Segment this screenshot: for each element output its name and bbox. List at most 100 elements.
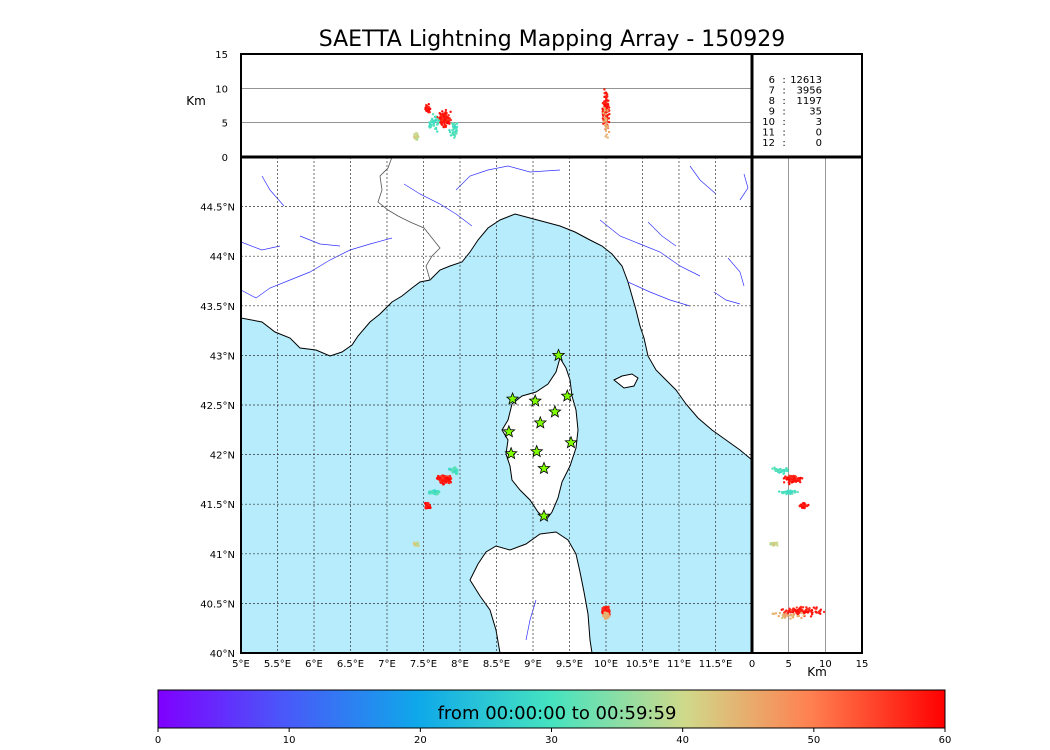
lon-tick-label: 9.5°E bbox=[556, 659, 583, 670]
lightning-point-altitude bbox=[436, 117, 439, 121]
lightning-point-altitude bbox=[796, 490, 799, 494]
station-count-value: 0 bbox=[816, 138, 822, 149]
lightning-point-altitude bbox=[455, 127, 458, 131]
lightning-point bbox=[447, 477, 451, 481]
lat-tick-label: 41°N bbox=[210, 550, 235, 561]
altitude-tick-label: 5 bbox=[222, 119, 228, 130]
altitude-side-points bbox=[769, 466, 826, 620]
lightning-point bbox=[455, 469, 459, 473]
lightning-point-altitude bbox=[817, 611, 820, 614]
lightning-point-altitude bbox=[425, 108, 428, 112]
lat-tick-label: 44.5°N bbox=[200, 203, 235, 214]
country-border bbox=[377, 157, 441, 281]
elba-island bbox=[613, 373, 639, 389]
lightning-point-altitude bbox=[451, 129, 454, 132]
map-lat-ticks: 40°N 40.5°N 41°N 41.5°N 42°N 42.5°N 43°N 43.5°N… bbox=[200, 203, 235, 660]
colorbar-tick-label: 40 bbox=[676, 735, 689, 746]
lon-tick-label: 5.5°E bbox=[264, 659, 291, 670]
map-lon-ticks: 5°E 5.5°E 6°E 6.5°E 7°E 7.5°E 8°E 8.5°E 9°E 9.5°E… bbox=[232, 659, 732, 670]
lightning-point-altitude bbox=[439, 121, 442, 124]
station-count-separator: : bbox=[782, 128, 785, 139]
altitude-top-gridlines bbox=[241, 88, 752, 123]
colorbar-ticks: 0 10 20 30 40 50 60 bbox=[155, 728, 952, 746]
station-count-stations: 9 bbox=[769, 107, 775, 118]
lightning-point bbox=[604, 611, 608, 615]
lightning-point-altitude bbox=[434, 127, 437, 131]
altitude-top-ylabel: Km bbox=[186, 94, 206, 108]
lightning-point bbox=[428, 490, 432, 494]
lightning-point-altitude bbox=[606, 114, 609, 117]
lightning-point bbox=[605, 607, 609, 611]
lightning-point-altitude bbox=[777, 490, 781, 493]
lightning-point-altitude bbox=[436, 121, 440, 124]
lightning-point-altitude bbox=[792, 477, 795, 480]
lightning-point-altitude bbox=[603, 107, 606, 110]
lightning-point-altitude bbox=[438, 112, 441, 115]
colorbar-tick-label: 60 bbox=[939, 735, 952, 746]
altitude-top-yticks: 0 5 10 15 bbox=[215, 50, 228, 164]
lightning-point-altitude bbox=[439, 119, 442, 122]
lat-tick-label: 42°N bbox=[210, 451, 235, 462]
station-count-stations: 6 bbox=[769, 75, 775, 86]
station-star-icon bbox=[560, 388, 575, 402]
lightning-point-altitude bbox=[603, 92, 606, 95]
lightning-point-altitude bbox=[604, 126, 608, 130]
lightning-point-altitude bbox=[790, 613, 793, 617]
altitude-side-gridlines bbox=[788, 157, 826, 653]
lon-tick-label: 5°E bbox=[232, 659, 250, 670]
lat-tick-label: 43°N bbox=[210, 351, 235, 362]
lightning-point bbox=[415, 542, 419, 546]
lightning-point-altitude bbox=[606, 136, 609, 139]
station-star-icon bbox=[502, 424, 516, 438]
altitude-tick-label: 5 bbox=[785, 659, 791, 670]
lightning-point bbox=[438, 477, 442, 480]
lightning-point bbox=[449, 480, 453, 484]
lightning-point-altitude bbox=[602, 120, 605, 124]
lightning-point-altitude bbox=[781, 614, 785, 617]
lightning-point bbox=[424, 501, 428, 505]
lat-tick-label: 43.5°N bbox=[200, 302, 235, 313]
lat-tick-label: 44°N bbox=[210, 252, 235, 263]
lon-tick-label: 8°E bbox=[451, 659, 469, 670]
lightning-point-altitude bbox=[603, 95, 606, 99]
lightning-point-altitude bbox=[455, 129, 459, 133]
lightning-point bbox=[448, 474, 452, 478]
station-count-separator: : bbox=[782, 117, 785, 128]
lightning-point-altitude bbox=[786, 614, 789, 617]
station-count-stations: 8 bbox=[769, 96, 775, 107]
lightning-point-altitude bbox=[448, 129, 451, 132]
lat-tick-label: 42.5°N bbox=[200, 401, 235, 412]
station-count-stations: 12 bbox=[762, 138, 775, 149]
lightning-point-altitude bbox=[432, 122, 435, 125]
lon-tick-label: 10.5°E bbox=[626, 659, 660, 670]
lightning-point bbox=[426, 506, 430, 510]
lon-tick-label: 11.5°E bbox=[699, 659, 733, 670]
lightning-point-altitude bbox=[786, 477, 789, 481]
map-panel: 5°E 5.5°E 6°E 6.5°E 7°E 7.5°E 8°E 8.5°E 9°E 9.5°E… bbox=[200, 157, 752, 670]
lightning-point-altitude bbox=[434, 119, 438, 122]
lightning-point bbox=[444, 477, 448, 481]
lightning-point-altitude bbox=[428, 110, 431, 114]
lightning-point-altitude bbox=[781, 608, 785, 611]
lightning-point-altitude bbox=[604, 113, 607, 116]
lightning-point-altitude bbox=[604, 135, 607, 138]
lon-tick-label: 11°E bbox=[667, 659, 691, 670]
lightning-point-altitude bbox=[791, 480, 795, 484]
lon-tick-label: 7°E bbox=[378, 659, 396, 670]
lon-tick-label: 6.5°E bbox=[337, 659, 364, 670]
lightning-point-altitude bbox=[782, 481, 786, 484]
lightning-point-altitude bbox=[603, 116, 607, 119]
lightning-point-altitude bbox=[608, 112, 611, 116]
lightning-point-altitude bbox=[605, 105, 609, 109]
lightning-point-altitude bbox=[782, 472, 785, 475]
lightning-point-altitude bbox=[796, 614, 799, 618]
lightning-point-altitude bbox=[789, 608, 792, 611]
lon-tick-label: 6°E bbox=[305, 659, 323, 670]
lightning-point-altitude bbox=[809, 615, 813, 618]
lightning-point-altitude bbox=[799, 609, 802, 612]
lightning-point bbox=[428, 506, 432, 510]
lightning-point-altitude bbox=[607, 120, 611, 124]
lightning-point-altitude bbox=[607, 117, 611, 120]
station-count-separator: : bbox=[782, 138, 785, 149]
lightning-point-altitude bbox=[449, 110, 452, 114]
